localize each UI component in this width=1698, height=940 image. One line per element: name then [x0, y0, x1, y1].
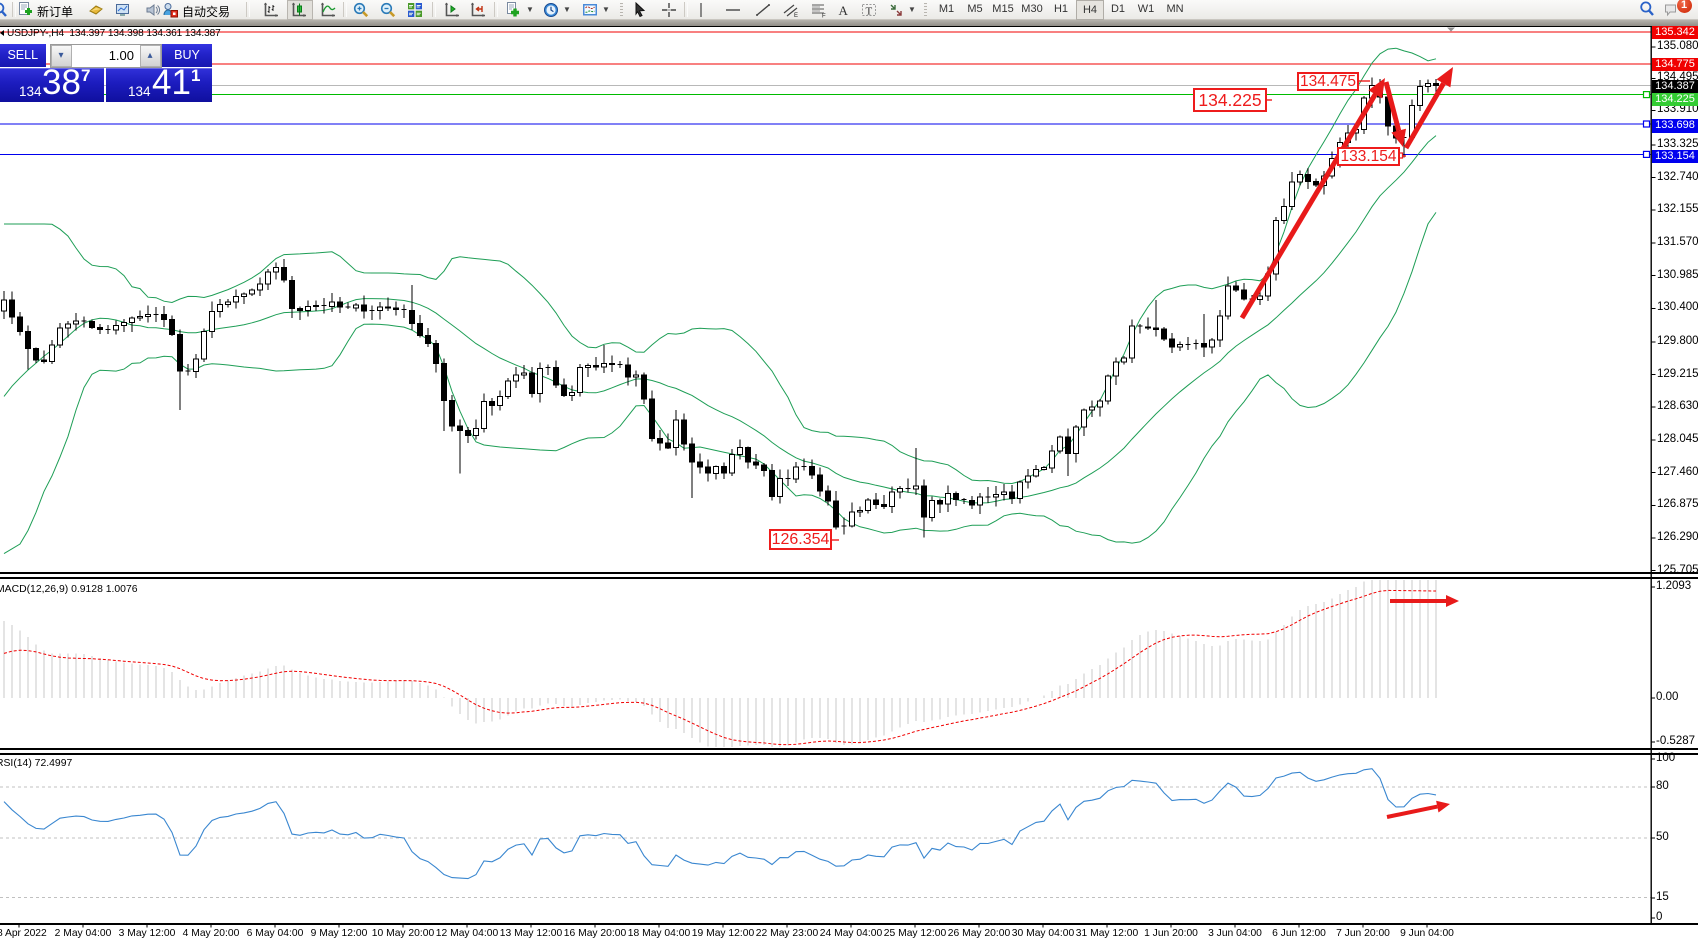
- svg-text:A: A: [839, 3, 849, 18]
- svg-text:F: F: [822, 14, 826, 19]
- svg-text:E: E: [794, 13, 798, 18]
- svg-text:T: T: [866, 6, 873, 18]
